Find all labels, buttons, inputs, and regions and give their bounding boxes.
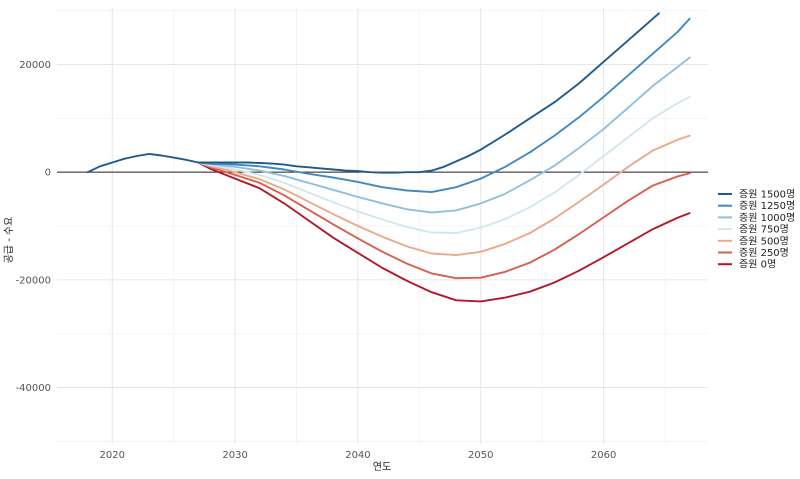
- series-line: [197, 95, 691, 234]
- legend-label: 증원 500명: [739, 235, 789, 247]
- series-line: [197, 56, 691, 214]
- legend-label: 증원 250명: [739, 247, 789, 259]
- legend-item: 증원 500명: [718, 235, 789, 247]
- y-tick-label: 20000: [19, 60, 51, 71]
- x-tick-label: 2020: [100, 450, 125, 461]
- legend-label: 증원 1000명: [739, 212, 795, 224]
- legend-item: 증원 0명: [718, 259, 776, 271]
- series-line: [197, 161, 691, 303]
- legend-item: 증원 750명: [718, 224, 789, 236]
- legend-label: 증원 1250명: [739, 200, 795, 212]
- legend-label: 증원 0명: [739, 259, 776, 271]
- y-tick-label: 0: [45, 168, 51, 179]
- legend-item: 증원 1000명: [718, 212, 795, 224]
- y-tick-label: -20000: [16, 275, 51, 286]
- legend-label: 증원 1500명: [739, 189, 795, 201]
- x-tick-label: 2050: [468, 450, 493, 461]
- x-axis-title: 연도: [373, 461, 391, 473]
- y-axis-title: 공급 - 수요: [3, 217, 15, 264]
- series-line: [86, 12, 660, 174]
- minor-gridlines: [57, 8, 708, 444]
- legend-item: 증원 1500명: [718, 189, 795, 201]
- x-tick-label: 2060: [591, 450, 616, 461]
- x-tick-label: 2030: [222, 450, 247, 461]
- y-axis-ticks: -40000 -20000 0 20000: [16, 60, 51, 394]
- series-lines: [86, 12, 691, 303]
- legend-item: 증원 250명: [718, 247, 789, 259]
- y-tick-label: -40000: [16, 383, 51, 394]
- x-tick-label: 2040: [345, 450, 370, 461]
- series-line: [197, 161, 691, 280]
- x-axis-ticks: 2020 2030 2040 2050 2060: [100, 450, 617, 461]
- legend-label: 증원 750명: [739, 224, 789, 236]
- legend-item: 증원 1250명: [718, 200, 795, 212]
- series-line: [197, 134, 691, 257]
- series-line: [197, 17, 691, 194]
